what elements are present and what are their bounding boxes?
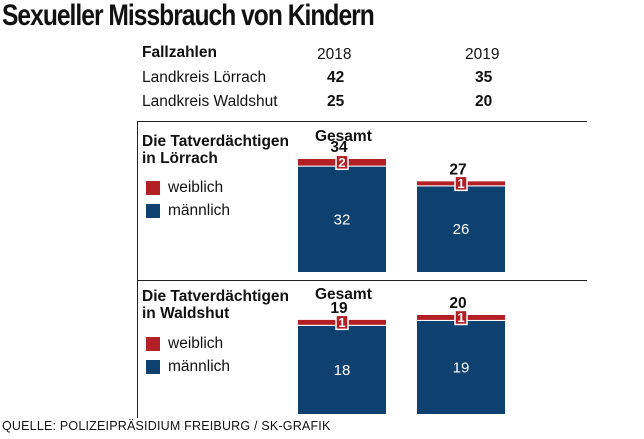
section-title-line: in Waldshut [142, 305, 230, 322]
table-header: Fallzahlen [142, 44, 217, 61]
section-title-waldshut: Die Tatverdächtigen in Waldshut [142, 288, 289, 322]
female-value-badge [454, 175, 468, 192]
data-label-female: 1 [457, 176, 464, 191]
female-value-badge [454, 309, 468, 326]
table-cell: 42 [327, 69, 345, 86]
female-value-badge [335, 314, 349, 331]
divider-vertical [137, 121, 138, 418]
legend-label-female: weiblich [168, 179, 224, 196]
section-title-line: in Lörrach [142, 150, 218, 167]
gesamt-label: Gesamt [315, 286, 372, 303]
data-label-male: 26 [453, 221, 470, 238]
table-year-2018: 2018 [317, 46, 352, 63]
legend-swatch-female [146, 181, 160, 195]
page-title: Sexueller Missbrauch von Kindern [2, 0, 375, 32]
legend-swatch-male [146, 204, 160, 218]
table-cell: 35 [475, 69, 493, 86]
data-label-female: 2 [338, 155, 345, 170]
data-label-female: 1 [338, 315, 345, 330]
table-cell: 25 [327, 93, 345, 110]
legend-label-male: männlich [168, 202, 231, 219]
data-label-male: 32 [334, 211, 351, 228]
bar-segment-male [417, 186, 505, 272]
section-title-loerrach: Die Tatverdächtigen in Lörrach [142, 133, 289, 167]
legend-label-female: weiblich [168, 335, 224, 352]
data-label-total: 34 [330, 139, 348, 156]
bar-segment-male [298, 166, 386, 272]
legend-swatch-female [146, 337, 160, 351]
data-label-total: 20 [449, 295, 466, 312]
table-year-2019: 2019 [465, 46, 500, 63]
divider [137, 121, 587, 122]
data-label-total: 19 [330, 300, 348, 317]
legend-label-male: männlich [168, 358, 231, 375]
data-label-male: 19 [453, 359, 470, 376]
gesamt-label: Gesamt [315, 128, 372, 145]
legend-swatch-male [146, 360, 160, 374]
section-title-line: Die Tatverdächtigen [142, 133, 290, 150]
data-label-male: 18 [334, 362, 351, 379]
table-cell: 20 [475, 93, 493, 110]
female-value-badge [335, 154, 349, 171]
table-row-label: Landkreis Lörrach [142, 69, 267, 86]
source-note: QUELLE: POLIZEIPRÄSIDIUM FREIBURG / SK-G… [2, 419, 331, 433]
bar-segment-male [417, 320, 505, 414]
divider [137, 280, 587, 281]
section-title-line: Die Tatverdächtigen [142, 288, 290, 305]
bar-segment-male [298, 325, 386, 414]
data-label-female: 1 [457, 310, 464, 325]
data-label-total: 27 [449, 161, 466, 178]
table-row-label: Landkreis Waldshut [142, 93, 278, 110]
